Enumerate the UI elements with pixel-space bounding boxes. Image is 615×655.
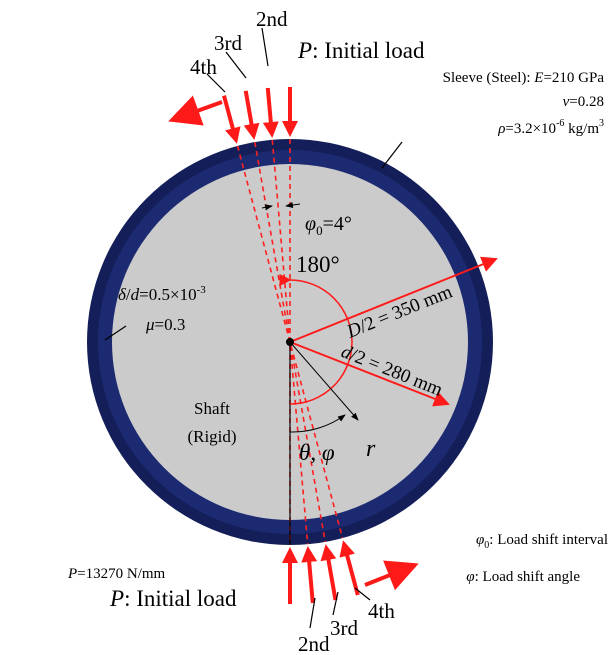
shape [286,338,294,346]
text-part: -3 [197,284,207,296]
text-part: =0.28 [569,94,604,110]
shape [301,546,318,604]
text-part: : Load shift interval [489,532,608,548]
shape [339,540,360,596]
text-part: φ [322,440,335,465]
legend: φ0: Load shift interval φ: Load shift an… [466,532,608,585]
shape [261,27,269,67]
shape [262,87,279,138]
shape [285,202,301,208]
initial-load-label: P: Initial load [109,586,237,611]
shape [225,51,247,79]
dimension-arrows [261,202,498,433]
text-part: φ [466,569,474,585]
text-part: =0.5×10 [139,285,196,304]
order-label: 2nd [256,7,288,31]
shaft-label: Shaft [194,399,230,418]
text-part: / [126,285,131,304]
shape [236,145,344,539]
text-part: ν [563,94,570,110]
theta-phi-label: θ, φ [299,440,335,465]
text-part: : Initial load [124,586,237,611]
text-part: θ [299,440,310,465]
top-labels: 2nd 3rd 4th P: Initial load [190,7,425,79]
text-part: -6 [556,118,564,129]
r-label: r [366,436,376,462]
text-part: kg/m [564,121,599,137]
text-part: φ [305,213,316,235]
shape [381,141,403,169]
text-part: =210 GPa [543,70,604,86]
shape [168,95,223,126]
initial-load-label: P: Initial load [297,38,425,63]
text-part: , [310,440,322,465]
text-part: 3 [599,118,604,129]
text-part: : Initial load [312,38,425,63]
order-label: 3rd [214,31,242,55]
order-label: 3rd [330,616,358,640]
text-part: P [109,586,124,611]
shape [354,587,371,601]
shape: Sleeve (Steel): E=210 GPa [443,70,605,86]
text-part: φ [476,532,484,548]
text-part: : Load shift angle [475,569,581,585]
sleeve-props: Sleeve (Steel): E=210 GPa ν=0.28 ρ=3.2×1… [443,70,605,137]
order-label: 4th [190,55,217,79]
shape [364,560,419,591]
shape [279,273,353,405]
shape [289,256,498,343]
shape [289,341,450,407]
shape [261,204,273,211]
text-part: 0 [316,223,323,238]
shape [289,341,359,421]
text-part: P [297,38,312,63]
friction-label: μ=0.3 [145,315,185,334]
text-part: δ [118,285,127,304]
shape [309,597,316,629]
shape: ρ=3.2×10-6 kg/m3 [497,118,604,137]
shape [320,544,338,601]
text-part: Sleeve (Steel): [443,70,535,86]
text-part: d [131,285,140,304]
bottom-labels: P: Initial load 2nd 3rd 4th [109,586,395,655]
text-part: =0.3 [155,315,186,334]
shape [289,414,346,433]
leaders [104,27,403,629]
load-arrows [168,87,419,604]
shape [332,591,339,616]
text-part: =3.2×10 [505,121,556,137]
shape: ν=0.28 [563,94,604,110]
order-label: 2nd [298,632,330,655]
text-part: P [67,566,77,582]
interval-mark: φ0=4° [305,213,352,238]
clearance-label: δ/d=0.5×10-3 [118,284,206,304]
text-part: 0 [484,540,489,551]
shape [206,73,226,93]
shaft-label: (Rigid) [187,427,236,446]
shape: φ: Load shift angle [466,569,580,585]
shape: φ0: Load shift interval [476,532,608,551]
text-part: μ [145,315,155,334]
load-label: P=13270 N/mm [67,566,166,582]
angle-label: 180° [296,252,340,277]
shape [104,325,127,341]
text-part: E [533,70,543,86]
order-label: 4th [368,599,395,623]
text-part: ρ [497,121,505,137]
text-part: =4° [323,213,352,235]
shape [222,95,241,144]
text-part: =13270 N/mm [77,566,165,582]
shape [243,90,260,140]
